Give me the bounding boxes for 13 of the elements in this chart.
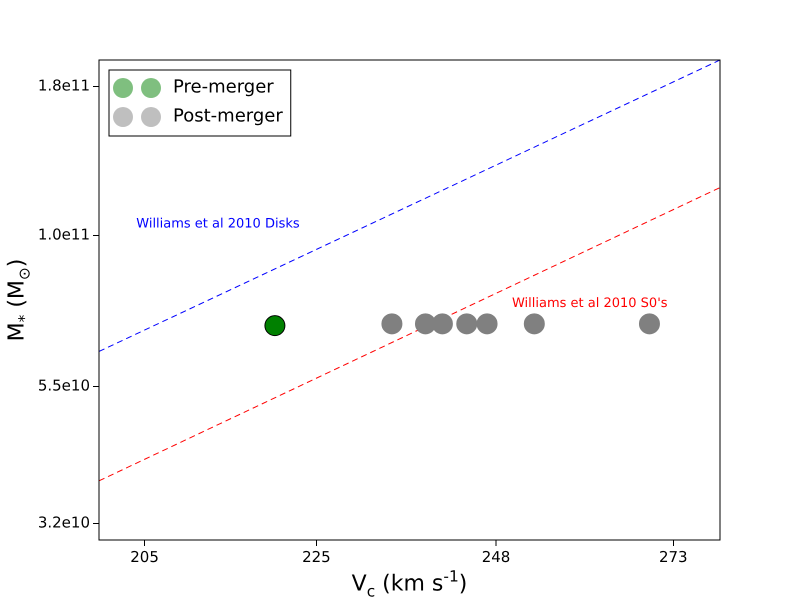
x-tick-label: 225 — [302, 548, 331, 566]
x-tick-label: 205 — [130, 548, 159, 566]
series-label: Williams et al 2010 Disks — [136, 216, 300, 232]
x-tick-label: 248 — [482, 548, 510, 566]
y-tick-label: 1.0e11 — [38, 225, 90, 244]
legend-label: Pre-merger — [173, 76, 274, 98]
y-tick-label: 3.2e10 — [38, 514, 90, 532]
x-tick-label: 273 — [658, 548, 688, 566]
y-axis-title: M* (M⊙) — [4, 258, 34, 342]
legend-label: Post-merger — [173, 106, 284, 127]
y-tick-label: 1.8e11 — [38, 76, 90, 95]
series-label: Williams et al 2010 S0's — [512, 296, 668, 312]
y-tick-label: 5.5e10 — [38, 376, 90, 395]
